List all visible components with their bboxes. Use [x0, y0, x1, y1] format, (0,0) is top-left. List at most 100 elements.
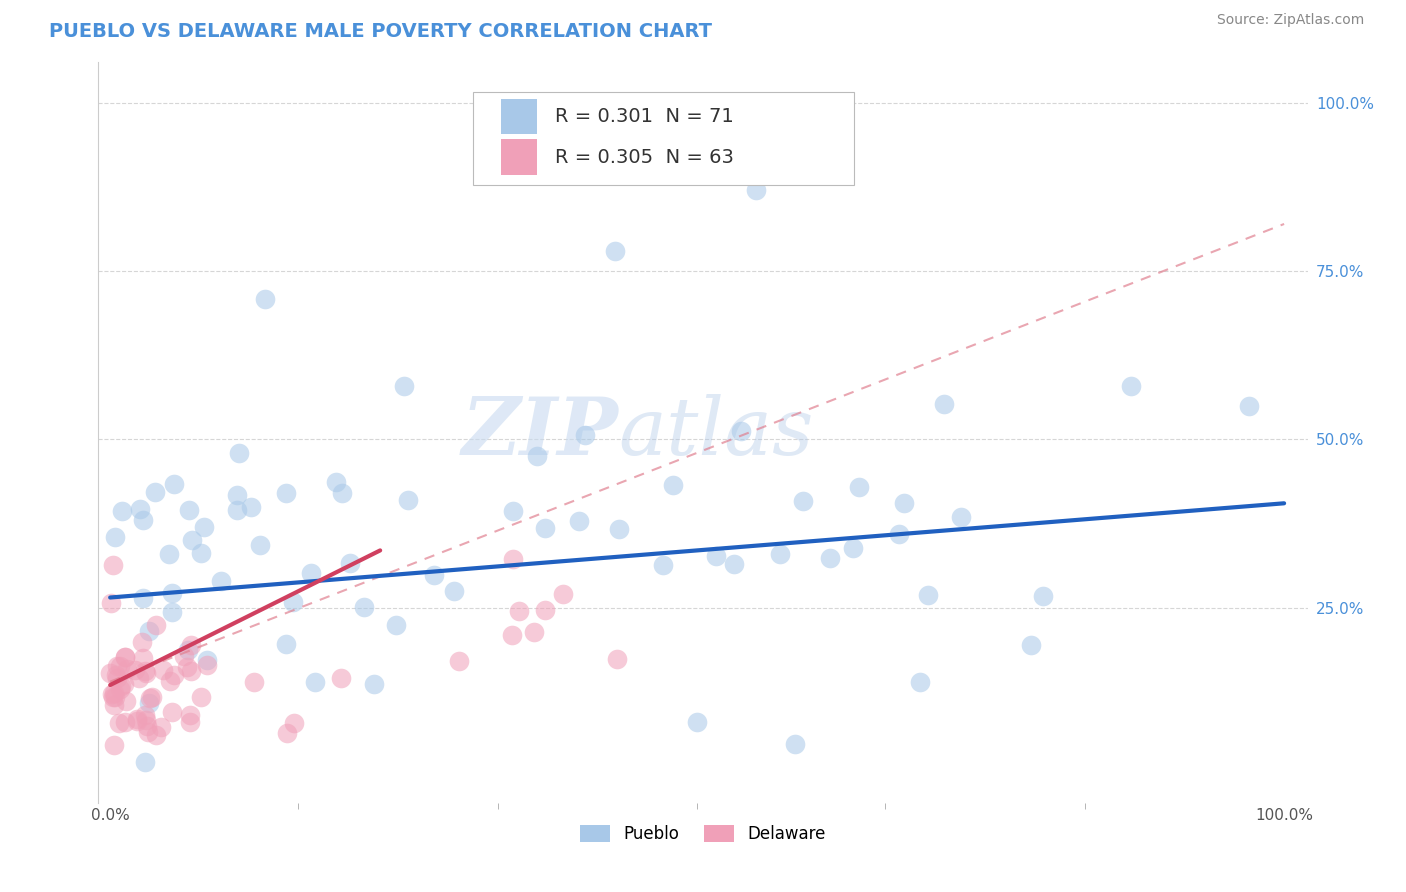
Legend: Pueblo, Delaware: Pueblo, Delaware	[574, 819, 832, 850]
Point	[534, 602, 557, 616]
Point	[574, 428, 596, 442]
Point	[105, 668, 128, 682]
Text: ZIP: ZIP	[461, 394, 619, 471]
Text: Source: ZipAtlas.com: Source: ZipAtlas.com	[1216, 13, 1364, 28]
Point	[160, 586, 183, 600]
FancyBboxPatch shape	[501, 99, 537, 135]
Point	[785, 737, 807, 751]
Point	[127, 712, 149, 726]
Point	[842, 541, 865, 555]
Point	[240, 500, 263, 514]
Point	[1019, 638, 1042, 652]
Point	[125, 714, 148, 728]
Point	[131, 634, 153, 648]
Point	[893, 496, 915, 510]
FancyBboxPatch shape	[474, 92, 855, 185]
Point	[363, 676, 385, 690]
Point	[138, 624, 160, 639]
Point	[848, 480, 870, 494]
Point	[339, 556, 361, 570]
Point	[134, 664, 156, 678]
Point	[299, 566, 322, 580]
Point	[553, 586, 575, 600]
Point	[176, 643, 198, 657]
Point	[384, 618, 406, 632]
Point	[226, 502, 249, 516]
Point	[253, 293, 276, 307]
Point	[163, 667, 186, 681]
Point	[276, 486, 298, 500]
Point	[723, 557, 745, 571]
Point	[103, 530, 125, 544]
Point	[651, 558, 673, 572]
Point	[100, 597, 122, 611]
Point	[128, 671, 150, 685]
Point	[103, 558, 125, 572]
Point	[160, 706, 183, 720]
Text: PUEBLO VS DELAWARE MALE POVERTY CORRELATION CHART: PUEBLO VS DELAWARE MALE POVERTY CORRELAT…	[49, 22, 713, 41]
Point	[745, 183, 768, 197]
Point	[100, 688, 122, 702]
Point	[152, 663, 174, 677]
Point	[179, 708, 201, 723]
Point	[132, 651, 155, 665]
Point	[329, 671, 352, 685]
Point	[243, 675, 266, 690]
Point	[181, 533, 204, 548]
Point	[228, 446, 250, 460]
Point	[1031, 589, 1053, 603]
Point	[159, 673, 181, 688]
Point	[501, 628, 523, 642]
Point	[100, 666, 122, 681]
Point	[105, 671, 128, 685]
FancyBboxPatch shape	[501, 139, 537, 175]
Point	[135, 665, 157, 680]
Point	[730, 424, 752, 438]
Point	[128, 502, 150, 516]
Point	[135, 719, 157, 733]
Point	[134, 708, 156, 723]
Point	[145, 728, 167, 742]
Point	[114, 649, 136, 664]
Point	[195, 653, 218, 667]
Point	[115, 694, 138, 708]
Point	[706, 549, 728, 563]
Text: R = 0.301  N = 71: R = 0.301 N = 71	[555, 107, 734, 126]
Point	[103, 686, 125, 700]
Point	[889, 527, 911, 541]
Point	[661, 477, 683, 491]
Point	[173, 648, 195, 663]
Point	[111, 504, 134, 518]
Point	[180, 665, 202, 679]
Point	[132, 591, 155, 606]
Point	[769, 547, 792, 561]
Point	[950, 510, 973, 524]
Point	[114, 650, 136, 665]
Point	[568, 514, 591, 528]
Point	[108, 659, 131, 673]
Point	[396, 493, 419, 508]
Point	[134, 756, 156, 770]
Point	[1121, 378, 1143, 392]
Point	[110, 680, 132, 694]
Point	[792, 493, 814, 508]
Point	[179, 715, 201, 730]
Point	[138, 696, 160, 710]
Point	[502, 504, 524, 518]
Point	[820, 551, 842, 566]
Point	[917, 588, 939, 602]
Point	[180, 638, 202, 652]
Point	[526, 450, 548, 464]
Point	[330, 485, 353, 500]
Point	[190, 546, 212, 560]
Point	[176, 659, 198, 673]
Point	[108, 681, 131, 696]
Point	[304, 675, 326, 690]
Point	[283, 716, 305, 731]
Point	[353, 599, 375, 614]
Point	[157, 547, 180, 561]
Point	[103, 698, 125, 713]
Point	[179, 503, 201, 517]
Point	[423, 568, 446, 582]
Point	[141, 690, 163, 704]
